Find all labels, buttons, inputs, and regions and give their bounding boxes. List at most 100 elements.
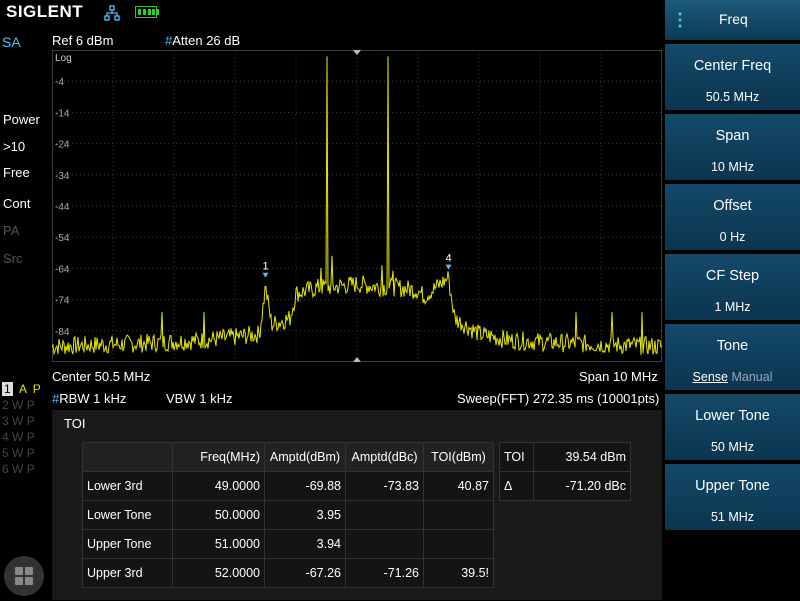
trace-detector: P <box>26 462 35 476</box>
sweep-mode-label: Cont <box>3 196 31 211</box>
tone-manual-option[interactable]: Manual <box>731 370 773 384</box>
trace-row[interactable]: 5 W P <box>2 445 48 461</box>
vbw-label[interactable]: VBW 1 kHz <box>166 391 233 406</box>
row-name: Upper Tone <box>82 529 173 559</box>
sweep-time-label[interactable]: Sweep(FFT) 272.35 ms (10001pts) <box>457 391 660 406</box>
lower-tone-softkey[interactable]: Lower Tone 50 MHz <box>665 392 800 460</box>
summary-label: Δ <box>499 471 534 501</box>
freq-cell: 49.0000 <box>172 471 265 501</box>
tone-softkey[interactable]: Tone Sense Manual <box>665 322 800 390</box>
spectrum-plot[interactable]: Log -4-14-24-34-44-54-64-74-84 1234 <box>52 50 662 362</box>
trace-detector: P <box>26 414 35 428</box>
trace-number: 4 <box>2 430 9 444</box>
trace-type: A <box>19 382 27 396</box>
column-header <box>82 442 173 472</box>
power-label: Power <box>3 112 40 127</box>
bottom-center-indicator <box>353 357 361 362</box>
trace-row[interactable]: 1 A P <box>2 381 48 397</box>
trace-detector: P <box>26 398 35 412</box>
amptd-dbm-cell: -69.88 <box>264 471 346 501</box>
menu-title-bar[interactable]: Freq <box>665 0 800 40</box>
top-bar: SIGLENT <box>0 0 665 26</box>
toi-panel: TOI Freq(MHz) Amptd(dBm) Amptd(dBc) TOI(… <box>52 410 662 600</box>
apps-grid-button[interactable] <box>4 556 44 596</box>
softkey-label: Upper Tone <box>695 478 770 494</box>
column-header: Amptd(dBm) <box>264 442 346 472</box>
trace-type: W <box>12 446 24 460</box>
trace-type: W <box>12 414 24 428</box>
sweep-count-label: >10 <box>3 139 26 154</box>
amptd-dbc-cell: -71.26 <box>345 558 424 588</box>
brand-logo: SIGLENT <box>6 2 84 21</box>
trace-number: 6 <box>2 462 9 476</box>
trace-number: 1 <box>2 382 13 396</box>
amptd-dbm-cell: 3.95 <box>264 500 346 530</box>
amptd-dbm-cell: -67.26 <box>264 558 346 588</box>
center-freq-softkey[interactable]: Center Freq 50.5 MHz <box>665 42 800 110</box>
rbw-label[interactable]: #RBW 1 kHz <box>52 391 126 406</box>
y-tick-label: -14 <box>55 108 70 119</box>
column-header: Freq(MHz) <box>172 442 265 472</box>
table-row: Lower 3rd 49.0000 -69.88 -73.83 40.87 <box>82 471 494 501</box>
trigger-label: Free <box>3 165 30 180</box>
marker-1-indicator[interactable] <box>262 272 269 278</box>
toi-cell <box>423 529 494 559</box>
apps-grid-icon <box>15 567 33 585</box>
amptd-dbc-cell <box>345 529 424 559</box>
row-name: Lower 3rd <box>82 471 173 501</box>
menu-title: Freq <box>719 11 748 27</box>
trace-detector: P <box>26 446 35 460</box>
toi-table: Freq(MHz) Amptd(dBm) Amptd(dBc) TOI(dBm)… <box>82 442 494 588</box>
trace-number: 2 <box>2 398 9 412</box>
amptd-dbc-cell <box>345 500 424 530</box>
offset-softkey[interactable]: Offset 0 Hz <box>665 182 800 250</box>
table-row: Upper Tone 51.0000 3.94 <box>82 529 494 559</box>
battery-icon <box>135 6 157 18</box>
softkey-value: 50.5 MHz <box>705 90 760 104</box>
marker-4-indicator[interactable] <box>445 264 452 270</box>
y-tick-label: -44 <box>55 202 70 213</box>
trace-row[interactable]: 4 W P <box>2 429 48 445</box>
toi-cell: 39.5! <box>423 558 494 588</box>
freq-cell: 51.0000 <box>172 529 265 559</box>
span-softkey[interactable]: Span 10 MHz <box>665 112 800 180</box>
attenuation-label[interactable]: #Atten 26 dB <box>165 33 240 48</box>
softkey-label: Offset <box>713 198 752 214</box>
trace-row[interactable]: 6 W P <box>2 461 48 477</box>
y-tick-label: -74 <box>55 296 70 307</box>
upper-tone-softkey[interactable]: Upper Tone 51 MHz <box>665 462 800 530</box>
manual-indicator: # <box>165 33 173 48</box>
softkey-label: Span <box>715 128 750 144</box>
more-options-icon <box>678 12 682 28</box>
center-freq-label[interactable]: Center 50.5 MHz <box>52 369 151 384</box>
y-tick-label: -24 <box>55 140 70 151</box>
cf-step-softkey[interactable]: CF Step 1 MHz <box>665 252 800 320</box>
spectrum-svg: Log -4-14-24-34-44-54-64-74-84 1234 <box>52 50 662 362</box>
softkey-value: 1 MHz <box>714 300 751 314</box>
summary-value: 39.54 dBm <box>533 442 631 472</box>
trace-number: 3 <box>2 414 9 428</box>
tone-sense-option[interactable]: Sense <box>692 370 728 384</box>
trace-detector: P <box>26 430 35 444</box>
span-label[interactable]: Span 10 MHz <box>579 369 658 384</box>
rbw-value: RBW 1 kHz <box>59 391 127 406</box>
softkey-menu: Freq Center Freq 50.5 MHz Span 10 MHz Of… <box>665 0 800 600</box>
softkey-label: CF Step <box>705 268 760 284</box>
softkey-value: 51 MHz <box>710 510 755 524</box>
y-tick-label: -34 <box>55 171 70 182</box>
y-tick-label: -4 <box>55 77 64 88</box>
trace-type: W <box>12 462 24 476</box>
trace-row[interactable]: 3 W P <box>2 413 48 429</box>
trace-row[interactable]: 2 W P <box>2 397 48 413</box>
mode-label[interactable]: SA <box>2 34 21 50</box>
trace-detector: P <box>32 382 41 396</box>
toi-summary-table: TOI 39.54 dBm Δ -71.20 dBc <box>499 442 631 501</box>
summary-row: Δ -71.20 dBc <box>499 471 631 501</box>
row-name: Upper 3rd <box>82 558 173 588</box>
attenuation-value: Atten 26 dB <box>172 33 241 48</box>
ref-level-label[interactable]: Ref 6 dBm <box>52 33 114 48</box>
y-tick-label: -54 <box>55 233 70 244</box>
freq-cell: 50.0000 <box>172 500 265 530</box>
toi-cell: 40.87 <box>423 471 494 501</box>
y-tick-label: -64 <box>55 264 70 275</box>
